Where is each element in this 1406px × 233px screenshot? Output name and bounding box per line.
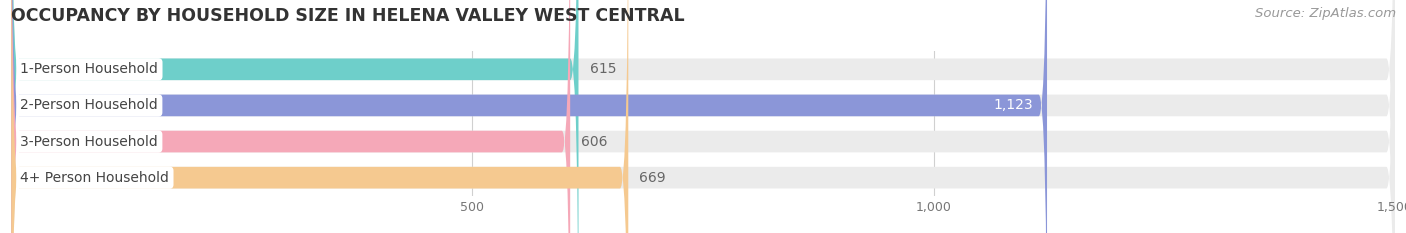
FancyBboxPatch shape [11,0,1395,233]
Text: 4+ Person Household: 4+ Person Household [21,171,169,185]
FancyBboxPatch shape [11,0,1395,233]
Text: 3-Person Household: 3-Person Household [21,134,159,149]
FancyBboxPatch shape [11,0,1395,233]
Text: OCCUPANCY BY HOUSEHOLD SIZE IN HELENA VALLEY WEST CENTRAL: OCCUPANCY BY HOUSEHOLD SIZE IN HELENA VA… [11,7,685,25]
FancyBboxPatch shape [11,0,628,233]
FancyBboxPatch shape [11,0,1395,233]
Text: 615: 615 [589,62,616,76]
FancyBboxPatch shape [11,0,578,233]
Text: Source: ZipAtlas.com: Source: ZipAtlas.com [1256,7,1396,20]
Text: 1,123: 1,123 [994,98,1033,113]
Text: 606: 606 [581,134,607,149]
Text: 2-Person Household: 2-Person Household [21,98,159,113]
Text: 1-Person Household: 1-Person Household [21,62,159,76]
FancyBboxPatch shape [11,0,571,233]
Text: 669: 669 [640,171,666,185]
FancyBboxPatch shape [11,0,1047,233]
